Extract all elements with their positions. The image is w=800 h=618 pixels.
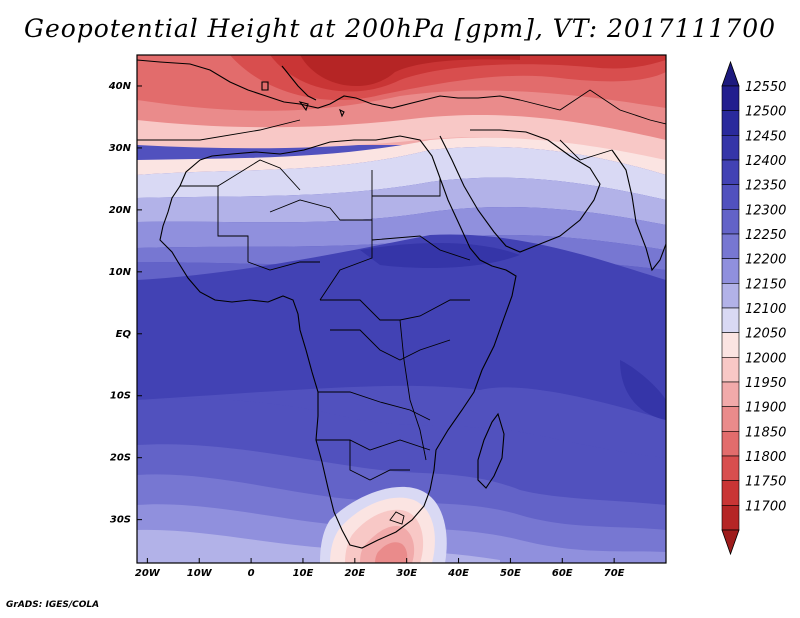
colorbar-swatch [721,233,740,259]
border-sudan-ethiopia [371,235,471,261]
colorbar-label: 12350 [745,179,786,194]
grads-credit: GrADS: IGES/COLA [6,600,100,610]
field-band-transition-1 [137,146,666,200]
lat-label: EQ [116,329,132,340]
lon-label: 70E [604,568,625,579]
border-namibia-botswana [316,439,431,451]
colorbar-swatch [721,431,740,457]
lat-label: 20N [109,205,132,216]
lon-label: 10W [187,568,213,579]
colorbar-swatch [721,406,740,432]
colorbar-label: 12200 [745,253,786,268]
lon-label: 50E [500,568,521,579]
border-west-1 [180,185,249,262]
border-east-rift [399,319,427,461]
colorbar-label: 12450 [745,129,786,144]
colorbar-swatch [721,110,740,136]
colorbar-swatch [721,135,740,161]
colorbar-swatch [721,209,740,235]
lat-label: 20S [110,453,131,464]
border-congo [330,329,451,361]
lat-label: 10S [110,391,131,402]
colorbar-swatch [721,505,740,531]
map-title: Geopotential Height at 200hPa [gpm], VT:… [23,14,777,43]
colorbar-swatch [721,381,740,407]
colorbar-label: 12550 [745,80,786,95]
colorbar-label: 12150 [745,277,786,292]
colorbar-label: 12400 [745,154,786,169]
colorbar-label: 12250 [745,228,786,243]
colorbar-label: 11800 [745,450,786,465]
colorbar-top-arrow [721,60,740,87]
lat-label: 30N [109,143,132,154]
colorbar-label: 11900 [745,401,786,416]
plot-frame [136,54,667,564]
colorbar-swatch [721,332,740,358]
colorbar-swatch [721,455,740,481]
country-borders [137,89,666,525]
colorbar-swatch [721,480,740,506]
lon-label: 20E [344,568,365,579]
geopotential-field [137,55,666,563]
colorbar-label: 11750 [745,475,786,490]
lon-label: 30E [396,568,417,579]
arabia-coastline [439,129,601,253]
africa-coastline [159,135,517,549]
italy-coast [281,65,317,101]
mediterranean-islands [261,81,345,118]
field-band-transition-0 [137,137,666,175]
colorbar-swatch [721,85,740,111]
colorbar-label: 11950 [745,376,786,391]
lon-label: 40E [447,568,469,579]
field-tropical-max-1 [360,243,520,268]
lon-label: 10E [293,568,314,579]
border-north-africa [137,119,301,141]
colorbar-swatch [721,159,740,185]
madagascar-coastline [477,412,505,489]
colorbar-label: 12100 [745,302,786,317]
lon-label: 20W [135,568,161,579]
border-southern-africa [349,440,410,481]
colorbar-label: 12050 [745,327,786,342]
colorbar-swatch [721,307,740,333]
border-asia-1 [519,89,666,125]
colorbar-label: 11700 [745,499,786,514]
border-west-2 [217,159,301,191]
colorbar-label: 12300 [745,203,786,218]
lat-label: 10N [109,267,132,278]
field-band-north-7 [300,55,520,87]
colorbar-label: 12500 [745,105,786,120]
colorbar-swatch [721,184,740,210]
colorbar-swatch [721,258,740,284]
lat-label: 40N [108,81,132,92]
border-angola-zambia [318,391,431,421]
field-tropical-max-2 [620,360,666,420]
border-central-1 [319,220,373,301]
border-west-coast [247,261,320,271]
colorbar-label: 12000 [745,351,786,366]
map-axes: 40N 30N 20N 10N EQ 10S 20S 30S 20W 10W 0 10E 20E 30E 4… [108,81,625,579]
field-band-transition-2 [137,177,666,225]
border-asia-2 [559,139,613,161]
coastlines [137,59,666,549]
lon-label: 0 [248,568,255,579]
field-tropical-core [137,234,666,420]
india-coastline [611,149,666,272]
europe-coastline [137,59,521,109]
border-lesotho [389,511,405,525]
colorbar-bottom-arrow [721,529,740,556]
colorbar-swatch [721,357,740,383]
colorbar: 12550 12500 12450 12400 12350 12300 12250 12200… [721,60,786,556]
lon-label: 60E [552,568,573,579]
field-band-transition-3 [137,207,666,250]
colorbar-swatch [721,283,740,309]
border-egypt-sudan [372,178,441,197]
lat-label: 30S [110,515,131,526]
colorbar-label: 11850 [745,425,786,440]
field-sa-ridge-5 [375,542,408,563]
